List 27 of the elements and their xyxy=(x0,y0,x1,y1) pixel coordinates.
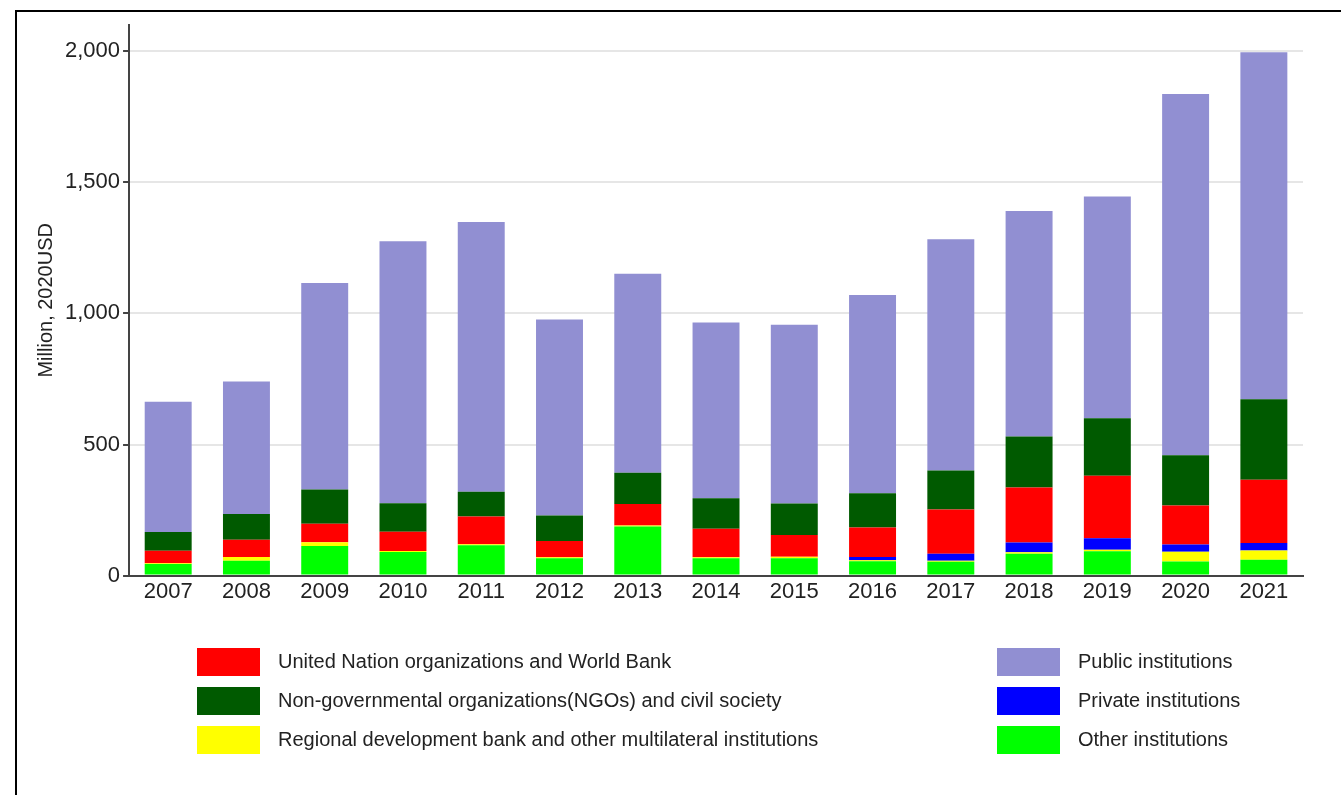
y-tick-label: 1,000 xyxy=(64,299,121,325)
x-tick-label: 2010 xyxy=(378,577,428,603)
x-tick-label: 2009 xyxy=(300,577,350,603)
x-tick-label: 2016 xyxy=(848,577,898,603)
y-tick-label: 1,500 xyxy=(64,168,121,194)
y-tick-label: 2,000 xyxy=(64,37,121,63)
x-tick-label: 2018 xyxy=(1004,577,1054,603)
legend-label: Public institutions xyxy=(1078,650,1233,673)
legend-label: United Nation organizations and World Bank xyxy=(278,650,672,673)
legend-label: Regional development bank and other multilateral institutions xyxy=(278,728,819,751)
x-tick-label: 2019 xyxy=(1082,577,1132,603)
x-tick-label: 2015 xyxy=(769,577,819,603)
legend-label: Private institutions xyxy=(1078,689,1241,712)
x-tick-label: 2012 xyxy=(535,577,584,603)
x-tick-label: 2007 xyxy=(143,577,193,603)
y-tick-label: 0 xyxy=(107,561,121,587)
x-tick-label: 2017 xyxy=(926,577,976,603)
y-axis-title: Million, 2020USD xyxy=(33,223,56,378)
legend-label: Other institutions xyxy=(1078,728,1229,751)
x-tick-label: 2008 xyxy=(221,577,271,603)
x-tick-label: 2013 xyxy=(613,577,663,603)
legend-label: Non-governmental organizations(NGOs) and civil society xyxy=(278,689,782,712)
x-tick-label: 2011 xyxy=(457,577,505,603)
x-tick-label: 2020 xyxy=(1161,577,1211,603)
x-tick-label: 2014 xyxy=(691,577,741,603)
y-tick-label: 500 xyxy=(83,430,121,456)
x-tick-label: 2021 xyxy=(1239,577,1289,603)
